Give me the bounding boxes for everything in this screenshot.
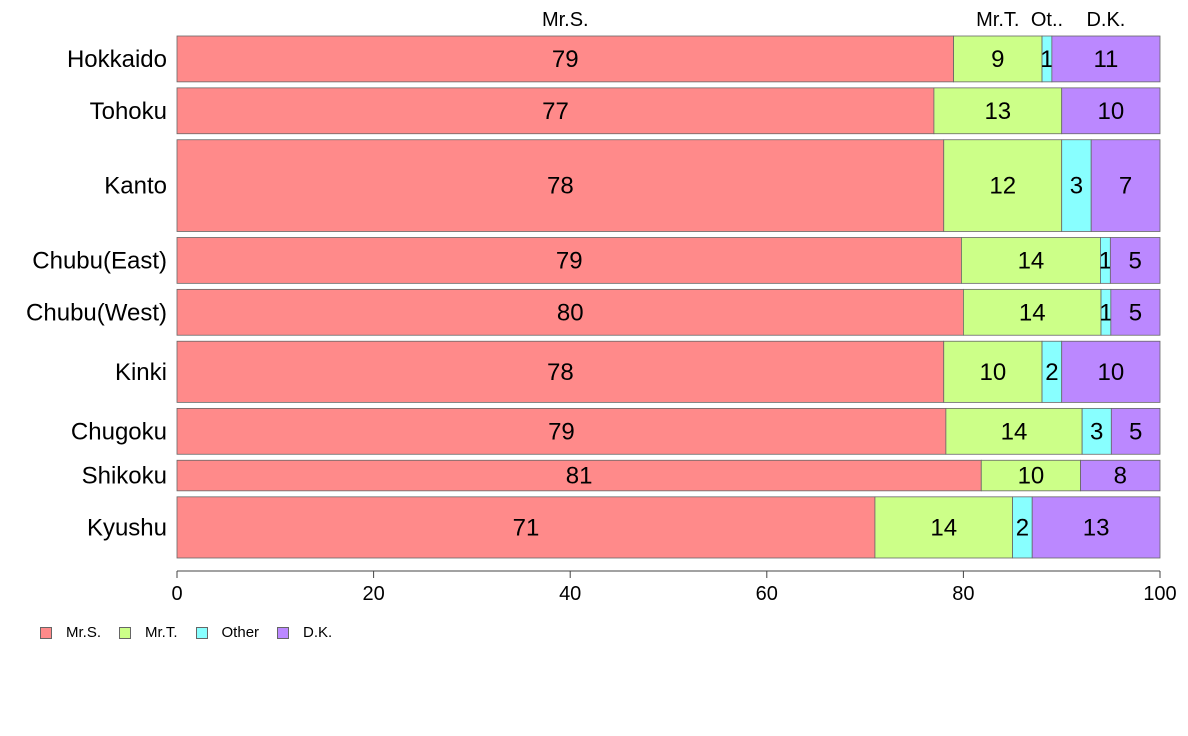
x-tick-label: 20 [362, 583, 384, 605]
bar-segment [176, 340, 945, 403]
segment-label: 10 [980, 359, 1007, 386]
x-tick-label: 100 [1143, 583, 1176, 605]
segment-label: 5 [1129, 418, 1142, 445]
segment-label: 14 [1019, 299, 1046, 326]
series-top-label: D.K. [1086, 9, 1125, 31]
segment-label: 5 [1129, 299, 1142, 326]
x-tick-label: 0 [171, 583, 182, 605]
bar-segment [1110, 288, 1161, 336]
legend-swatch [119, 626, 132, 639]
segment-label: 1 [1099, 299, 1112, 326]
legend-label: D.K. [303, 624, 333, 641]
bar-segment [1090, 139, 1161, 232]
bar-segment [1061, 340, 1161, 403]
category-label: Shikoku [82, 463, 167, 490]
series-top-label: Mr.S. [542, 9, 589, 31]
bar-segment [1081, 407, 1112, 455]
bar-segment [176, 139, 945, 232]
segment-label: 14 [1001, 418, 1028, 445]
segment-label: 2 [1016, 514, 1029, 541]
segment-label: 13 [984, 98, 1011, 125]
category-label: Tohoku [90, 98, 167, 125]
segment-label: 10 [1097, 98, 1124, 125]
segment-label: 14 [1018, 247, 1045, 274]
category-label: Chubu(East) [32, 247, 167, 274]
bar-segment [961, 237, 1101, 284]
segment-label: 5 [1128, 247, 1141, 274]
legend-swatch [195, 626, 208, 639]
segment-label: 9 [991, 46, 1004, 73]
segment-label: 77 [542, 98, 569, 125]
segment-label: 13 [1083, 514, 1110, 541]
segment-label: 80 [557, 299, 584, 326]
category-label: Hokkaido [67, 46, 167, 73]
segment-label: 79 [548, 418, 575, 445]
bar-segment [1110, 407, 1161, 455]
bar-segment [1031, 496, 1161, 559]
legend-item: Mr.S. [40, 624, 101, 641]
legend-label: Mr.S. [66, 624, 102, 641]
segment-label: 1 [1040, 46, 1053, 73]
segment-label: 79 [556, 247, 583, 274]
legend-swatch [277, 626, 290, 639]
bar-segment [176, 35, 954, 83]
bar-segment [1061, 87, 1161, 135]
bar-segment [980, 459, 1081, 492]
bar-segment [943, 340, 1043, 403]
bar-segment [176, 407, 947, 455]
legend-item: Other [195, 624, 260, 641]
bar-segment [176, 237, 962, 284]
bar-segment [874, 496, 1013, 559]
legend-item: Mr.T. [119, 624, 178, 641]
segment-label: 78 [547, 173, 574, 200]
segment-label: 11 [1093, 46, 1118, 73]
bar-segment [953, 35, 1043, 83]
legend: Mr.S. Mr.T. Other D.K. [40, 624, 350, 641]
x-tick-label: 40 [559, 583, 581, 605]
category-label: Kyushu [87, 514, 167, 541]
segment-label: 1 [1099, 247, 1112, 274]
category-label: Chubu(West) [26, 299, 167, 326]
legend-label: Other [221, 624, 260, 641]
segment-label: 71 [513, 514, 540, 541]
segment-label: 79 [552, 46, 579, 73]
segment-label: 3 [1070, 173, 1083, 200]
x-tick-label: 60 [756, 583, 778, 605]
bar-segment [176, 459, 982, 492]
segment-label: 10 [1018, 463, 1045, 490]
legend-swatch [40, 626, 52, 639]
segment-label: 3 [1090, 418, 1103, 445]
segment-label: 14 [930, 514, 957, 541]
legend-item: D.K. [277, 624, 332, 641]
bar-segment [176, 496, 876, 559]
segment-label: 10 [1097, 359, 1124, 386]
bar-segment [1080, 459, 1161, 492]
series-top-label: Mr.T. [976, 9, 1019, 31]
bar-segment [945, 407, 1083, 455]
category-label: Kanto [104, 173, 167, 200]
bar-segment [176, 288, 964, 336]
bar-segment [1109, 237, 1161, 284]
category-label: Chugoku [71, 418, 167, 445]
segment-label: 81 [566, 463, 593, 490]
segment-label: 78 [547, 359, 574, 386]
series-top-label: Ot.. [1031, 9, 1063, 31]
bar-segment [1051, 35, 1161, 83]
segment-label: 7 [1119, 173, 1132, 200]
bar-segment [943, 139, 1063, 232]
legend-label: Mr.T. [145, 624, 178, 641]
category-label: Kinki [115, 359, 167, 386]
segment-label: 8 [1114, 463, 1127, 490]
x-tick-label: 80 [952, 583, 974, 605]
segment-label: 12 [989, 173, 1016, 200]
segment-label: 2 [1045, 359, 1058, 386]
